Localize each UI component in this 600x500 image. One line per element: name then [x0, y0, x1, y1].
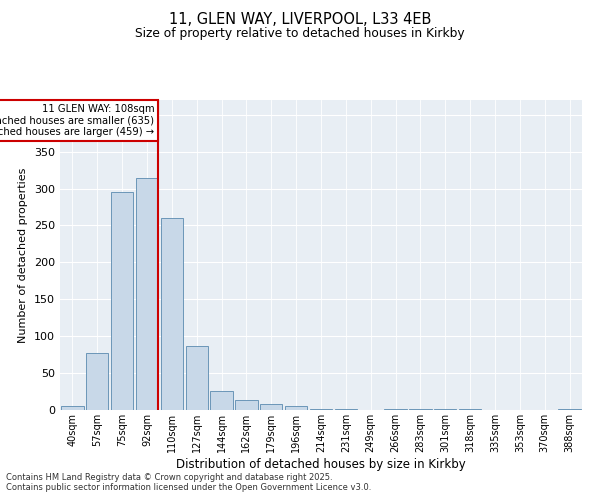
Text: 11, GLEN WAY, LIVERPOOL, L33 4EB: 11, GLEN WAY, LIVERPOOL, L33 4EB — [169, 12, 431, 28]
Bar — [185, 346, 208, 410]
X-axis label: Distribution of detached houses by size in Kirkby: Distribution of detached houses by size … — [176, 458, 466, 470]
Y-axis label: Number of detached properties: Number of detached properties — [19, 168, 28, 342]
Bar — [211, 391, 233, 410]
Bar — [136, 178, 158, 410]
Bar — [86, 353, 109, 410]
Bar — [161, 218, 183, 410]
Text: Size of property relative to detached houses in Kirkby: Size of property relative to detached ho… — [135, 28, 465, 40]
Bar — [235, 400, 257, 410]
Text: Contains HM Land Registry data © Crown copyright and database right 2025.: Contains HM Land Registry data © Crown c… — [6, 474, 332, 482]
Text: 11 GLEN WAY: 108sqm
← 58% of detached houses are smaller (635)
42% of semi-detac: 11 GLEN WAY: 108sqm ← 58% of detached ho… — [0, 104, 154, 137]
Bar — [385, 408, 407, 410]
Bar — [61, 406, 83, 410]
Bar — [285, 406, 307, 410]
Text: Contains public sector information licensed under the Open Government Licence v3: Contains public sector information licen… — [6, 484, 371, 492]
Bar — [111, 192, 133, 410]
Bar — [260, 404, 283, 410]
